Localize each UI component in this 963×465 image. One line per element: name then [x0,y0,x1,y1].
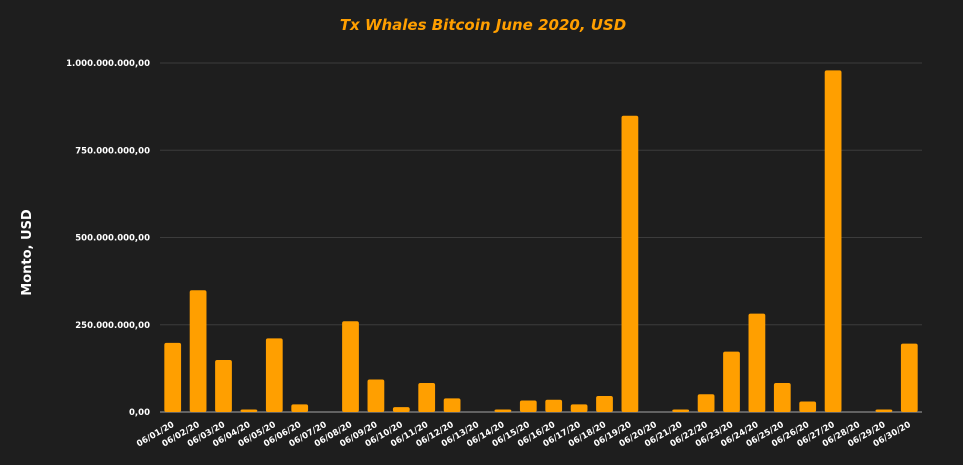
bar-06/12/20 [443,398,461,412]
y-axis-label: Monto, USD [20,209,35,296]
bar-06/01/20 [164,342,182,412]
bar-06/29/20 [875,409,893,412]
bar-06/09/20 [367,379,385,412]
bar-06/30/20 [900,343,918,412]
bar-06/23/20 [723,351,740,412]
bar-06/06/20 [291,404,309,412]
x-tick-labels: 06/01/2006/02/2006/03/2006/04/2006/05/20… [135,420,913,450]
chart-title: Tx Whales Bitcoin June 2020, USD [340,16,626,34]
bar-06/08/20 [342,321,359,412]
bar-06/17/20 [570,404,588,412]
bar-06/02/20 [189,290,207,412]
bar-06/10/20 [392,407,410,412]
bar-06/05/20 [265,338,283,412]
bar-06/22/20 [697,394,715,412]
y-tick-label: 750.000.000,00 [75,146,150,156]
bar-06/18/20 [596,395,613,412]
y-tick-label: 250.000.000,00 [75,321,150,331]
bar-06/11/20 [418,383,436,412]
gridlines [160,62,922,413]
bar-06/21/20 [672,409,690,412]
bar-06/19/20 [621,115,639,412]
bar-06/16/20 [545,399,563,412]
y-tick-labels: 0,00 250.000.000,00 500.000.000,00 750.000.… [66,59,150,418]
bar-06/04/20 [240,409,258,412]
y-tick-label: 1.000.000.000,00 [66,59,150,69]
y-tick-label: 500.000.000,00 [75,234,150,244]
bar-06/15/20 [519,400,537,412]
bars [164,70,918,412]
y-tick-label: 0,00 [129,408,150,418]
bar-06/14/20 [494,409,512,412]
bar-06/26/20 [799,401,817,412]
bar-06/03/20 [215,359,232,412]
bar-06/24/20 [748,313,766,412]
bar-06/25/20 [773,383,791,412]
bar-06/27/20 [824,70,842,412]
